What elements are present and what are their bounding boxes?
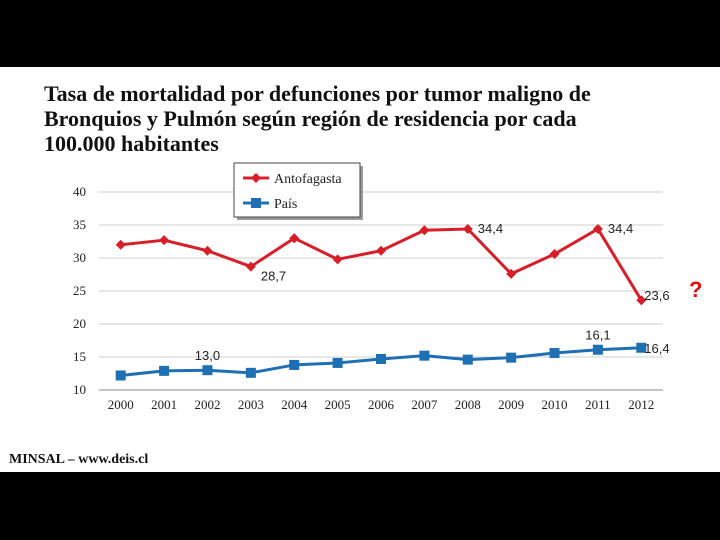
data-label: 13,0 — [195, 348, 220, 363]
chart-title: Tasa de mortalidad por defunciones por t… — [44, 81, 591, 156]
slide: 10 15 20 25 30 35 40 2000 2001 2002 2003 2004 2005 20… — [0, 67, 720, 472]
data-point — [289, 233, 300, 244]
question-mark-annotation: ? — [689, 277, 703, 302]
y-tick-label: 10 — [73, 382, 86, 397]
y-tick-label: 25 — [73, 283, 86, 298]
x-tick-label: 2007 — [411, 397, 438, 412]
y-tick-label: 20 — [73, 316, 86, 331]
data-label: 16,4 — [644, 341, 669, 356]
x-tick-label: 2011 — [585, 397, 611, 412]
data-point — [159, 365, 170, 376]
x-tick-label: 2006 — [368, 397, 395, 412]
data-point — [289, 359, 300, 370]
x-tick-label: 2009 — [498, 397, 524, 412]
data-point — [549, 249, 560, 260]
y-tick-label: 15 — [73, 349, 86, 364]
data-point — [376, 353, 386, 364]
y-tick-label: 40 — [73, 184, 86, 199]
data-point — [462, 223, 473, 234]
data-point — [245, 261, 256, 272]
data-point — [462, 354, 473, 365]
legend-marker — [251, 173, 261, 183]
data-point — [549, 348, 560, 359]
data-label: 23,6 — [644, 288, 669, 303]
legend-label: País — [274, 197, 297, 212]
data-label: 28,7 — [261, 269, 286, 284]
x-tick-label: 2012 — [628, 397, 654, 412]
data-point — [636, 342, 647, 353]
x-tick-label: 2001 — [151, 397, 177, 412]
data-point — [245, 367, 256, 378]
data-point — [159, 235, 170, 246]
source-label: MINSAL – www.deis.cl — [9, 452, 149, 467]
data-point — [636, 295, 647, 306]
y-tick-label: 35 — [73, 217, 86, 232]
line-chart: 10 15 20 25 30 35 40 2000 2001 2002 2003 2004 2005 20… — [73, 162, 670, 412]
data-label: 34,4 — [608, 221, 633, 236]
data-point — [202, 245, 213, 256]
x-tick-label: 2010 — [542, 397, 568, 412]
x-tick-label: 2008 — [455, 397, 481, 412]
legend-label: Antofagasta — [274, 172, 342, 187]
data-point — [202, 365, 213, 376]
data-label: 16,1 — [585, 328, 610, 343]
x-tick-label: 2003 — [238, 397, 264, 412]
legend-marker — [251, 198, 261, 208]
x-tick-label: 2000 — [108, 397, 134, 412]
data-point — [419, 350, 430, 361]
x-tick-label: 2004 — [281, 397, 308, 412]
data-point — [506, 352, 517, 363]
data-point — [376, 245, 386, 256]
y-tick-label: 30 — [73, 250, 86, 265]
data-label: 34,4 — [478, 221, 503, 236]
x-tick-label: 2002 — [194, 397, 220, 412]
x-tick-label: 2005 — [325, 397, 351, 412]
data-point — [506, 268, 517, 279]
data-point — [592, 344, 603, 355]
data-point — [419, 225, 430, 236]
series-line — [120, 227, 643, 302]
data-point — [115, 370, 126, 381]
data-point — [332, 357, 343, 368]
data-point — [592, 223, 603, 234]
data-point — [115, 239, 126, 250]
data-point — [332, 254, 343, 265]
